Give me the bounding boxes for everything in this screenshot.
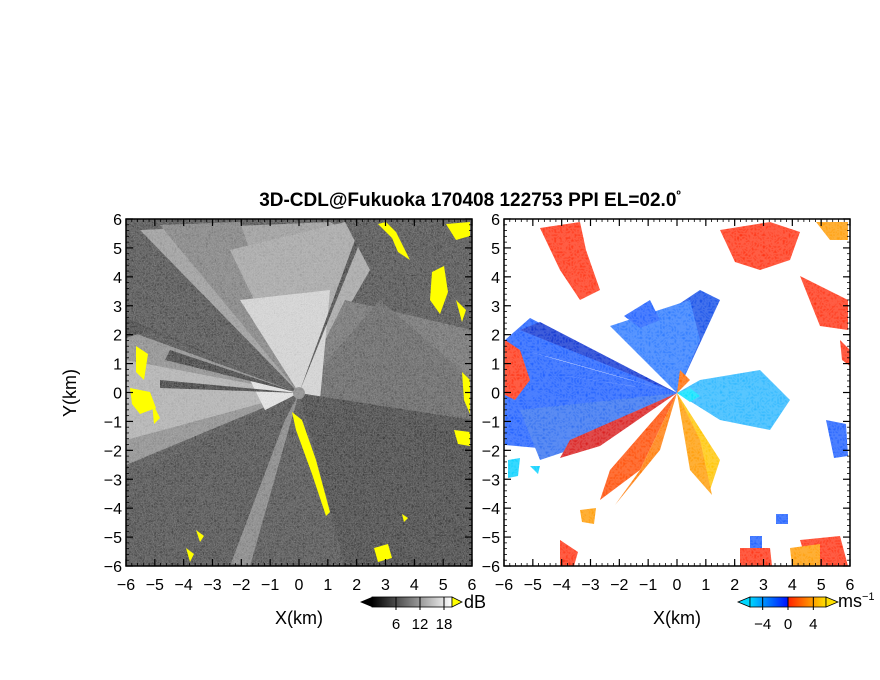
velocity-xlabel: X(km): [653, 608, 701, 628]
x-tick-label: 2: [730, 577, 739, 594]
y-tick-label: −5: [482, 530, 500, 547]
y-tick-label: 5: [491, 241, 500, 258]
y-tick-label: −6: [482, 559, 500, 576]
x-tick-label: −2: [610, 577, 628, 594]
reflectivity-axes: −6 −5 −4 −3 −2 −1 0 1 2 3 4 5 6 6 5 4 3 2 1 0 −1 −2 −3 −4 −5 −6: [104, 212, 477, 594]
x-tick-label: −5: [146, 577, 164, 594]
y-tick-label: 3: [113, 299, 122, 316]
colorbar-tick-label: 6: [392, 616, 400, 633]
colorbar-tick-label: −4: [754, 616, 771, 633]
x-tick-label: −2: [232, 577, 250, 594]
y-tick-label: 0: [491, 386, 500, 403]
x-tick-label: −6: [117, 577, 135, 594]
x-tick-label: 1: [701, 577, 710, 594]
y-tick-label: −2: [482, 443, 500, 460]
y-tick-label: 1: [113, 357, 122, 374]
reflectivity-field: [126, 219, 472, 566]
y-tick-label: −6: [104, 559, 122, 576]
x-tick-label: −4: [175, 577, 193, 594]
y-tick-label: 6: [113, 212, 122, 229]
x-tick-label: 5: [439, 577, 448, 594]
y-tick-label: 2: [491, 328, 500, 345]
chart-title: 3D-CDL@Fukuoka 170408 122753 PPI EL=02.0…: [259, 188, 681, 211]
x-tick-label: 0: [295, 577, 304, 594]
y-tick-label: 4: [113, 270, 122, 287]
y-tick-label: −5: [104, 530, 122, 547]
x-tick-label: 4: [410, 577, 419, 594]
reflectivity-ylabel: Y(km): [60, 369, 80, 417]
x-tick-label: 1: [323, 577, 332, 594]
colorbar-tick-label: 12: [412, 616, 429, 633]
x-tick-label: 6: [846, 577, 855, 594]
colorbar-tick-label: 4: [809, 616, 817, 633]
x-tick-label: −3: [203, 577, 221, 594]
y-tick-label: 6: [491, 212, 500, 229]
x-tick-label: 3: [381, 577, 390, 594]
x-tick-label: 3: [759, 577, 768, 594]
x-tick-label: 4: [788, 577, 797, 594]
y-tick-label: −3: [104, 472, 122, 489]
velocity-field: [504, 219, 850, 566]
velocity-colorbar-unit: ms−1: [838, 591, 875, 611]
reflectivity-colorbar-unit: dB: [464, 592, 486, 612]
y-tick-label: −4: [104, 501, 122, 518]
x-tick-label: −1: [639, 577, 657, 594]
y-tick-label: 4: [491, 270, 500, 287]
y-tick-label: 5: [113, 241, 122, 258]
x-tick-label: 0: [673, 577, 682, 594]
x-tick-label: 6: [468, 577, 477, 594]
x-tick-label: 2: [352, 577, 361, 594]
y-tick-label: −1: [482, 414, 500, 431]
y-tick-label: 0: [113, 386, 122, 403]
x-tick-label: −4: [553, 577, 571, 594]
y-tick-label: 2: [113, 328, 122, 345]
panel-doppler-velocity: −6 −5 −4 −3 −2 −1 0 1 2 3 4 5 6 6 5 4 3 2 1 0 −1 −2 −3 −4 −5 −6 X…: [482, 212, 875, 633]
y-tick-label: 1: [491, 357, 500, 374]
x-tick-label: −3: [581, 577, 599, 594]
reflectivity-xlabel: X(km): [275, 608, 323, 628]
y-tick-label: −2: [104, 443, 122, 460]
y-tick-label: −1: [104, 414, 122, 431]
x-tick-label: −6: [495, 577, 513, 594]
velocity-colorbar: −4 0 4 ms−1: [736, 591, 875, 633]
colorbar-tick-label: 0: [784, 616, 792, 633]
x-tick-label: −1: [261, 577, 279, 594]
y-tick-label: 3: [491, 299, 500, 316]
reflectivity-colorbar: 6 12 18 dB: [360, 592, 486, 633]
colorbar-tick-label: 18: [436, 616, 453, 633]
y-tick-label: −4: [482, 501, 500, 518]
y-tick-label: −3: [482, 472, 500, 489]
x-tick-label: −5: [524, 577, 542, 594]
velocity-axes: −6 −5 −4 −3 −2 −1 0 1 2 3 4 5 6 6 5 4 3 2 1 0 −1 −2 −3 −4 −5 −6: [482, 212, 855, 594]
x-tick-label: 5: [817, 577, 826, 594]
